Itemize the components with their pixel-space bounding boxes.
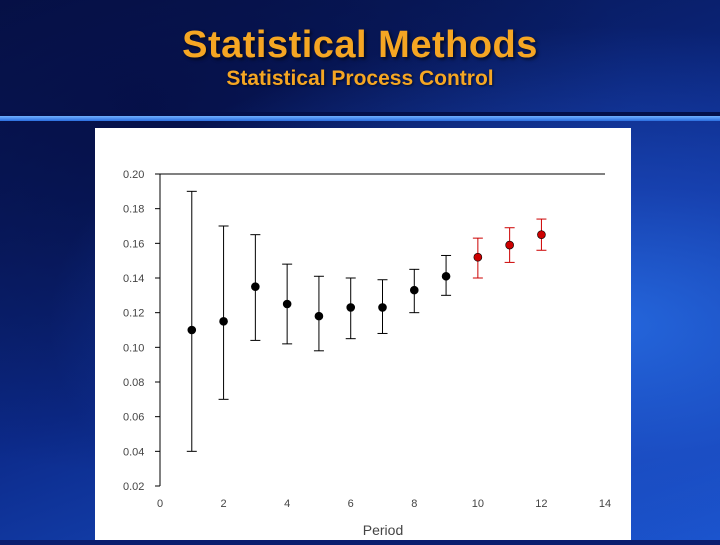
data-point — [505, 240, 514, 250]
data-point-group — [313, 275, 324, 352]
x-tick-label: 6 — [348, 498, 354, 510]
y-tick-label: 0.04 — [123, 446, 144, 458]
x-axis-label: Period — [363, 522, 403, 538]
data-point-group — [441, 254, 452, 296]
marks-layer — [186, 190, 547, 452]
x-tick-label: 10 — [472, 498, 484, 510]
chart-panel: 0.02 0.04 0.06 0.08 0.10 0.12 0.14 0.16 0.18 0.20… — [95, 128, 631, 540]
data-point — [346, 303, 356, 312]
data-point-group — [186, 190, 197, 452]
data-point — [314, 311, 324, 321]
spc-chart: 0.02 0.04 0.06 0.08 0.10 0.12 0.14 0.16 0.18 0.20… — [123, 169, 611, 538]
x-tick-label: 8 — [411, 498, 417, 510]
data-point-group — [282, 263, 293, 345]
header-divider-dark — [0, 112, 720, 116]
data-point — [537, 230, 546, 239]
data-point-group — [218, 225, 229, 400]
y-tick-label: 0.18 — [123, 204, 144, 216]
y-tick-label: 0.12 — [123, 308, 144, 320]
x-tick-label: 12 — [535, 498, 547, 510]
slide-header: Statistical Methods Statistical Process … — [0, 0, 720, 115]
y-tick-label: 0.08 — [123, 377, 144, 389]
y-tick-label: 0.20 — [123, 169, 144, 181]
data-point-group — [504, 227, 515, 263]
data-point — [251, 282, 260, 291]
data-point-group — [250, 234, 261, 341]
data-point — [282, 299, 292, 309]
axes-layer: 0.02 0.04 0.06 0.08 0.10 0.12 0.14 0.16 0.18 0.20… — [123, 169, 611, 510]
y-tick-label: 0.14 — [123, 273, 144, 285]
slide-title: Statistical Methods — [182, 24, 538, 66]
data-point — [187, 325, 197, 335]
y-tick-label: 0.06 — [123, 412, 144, 424]
data-point — [409, 285, 419, 295]
data-point — [441, 271, 451, 281]
y-tick-label: 0.16 — [123, 238, 144, 250]
data-point-group — [536, 218, 547, 251]
x-tick-label: 14 — [599, 498, 611, 510]
y-tick-label: 0.10 — [123, 342, 144, 354]
data-point-group — [345, 277, 356, 340]
data-point-group — [409, 268, 420, 314]
data-point-group — [472, 237, 483, 279]
x-tick-label: 0 — [157, 498, 163, 510]
x-tick-label: 2 — [221, 498, 227, 510]
x-tick-label: 4 — [284, 498, 290, 510]
data-point — [219, 317, 228, 326]
data-point-group — [377, 279, 388, 334]
y-tick-label: 0.02 — [123, 481, 144, 493]
data-point — [378, 303, 387, 312]
data-point — [473, 252, 483, 262]
header-divider-light — [0, 116, 720, 121]
slide-subtitle: Statistical Process Control — [226, 67, 494, 90]
